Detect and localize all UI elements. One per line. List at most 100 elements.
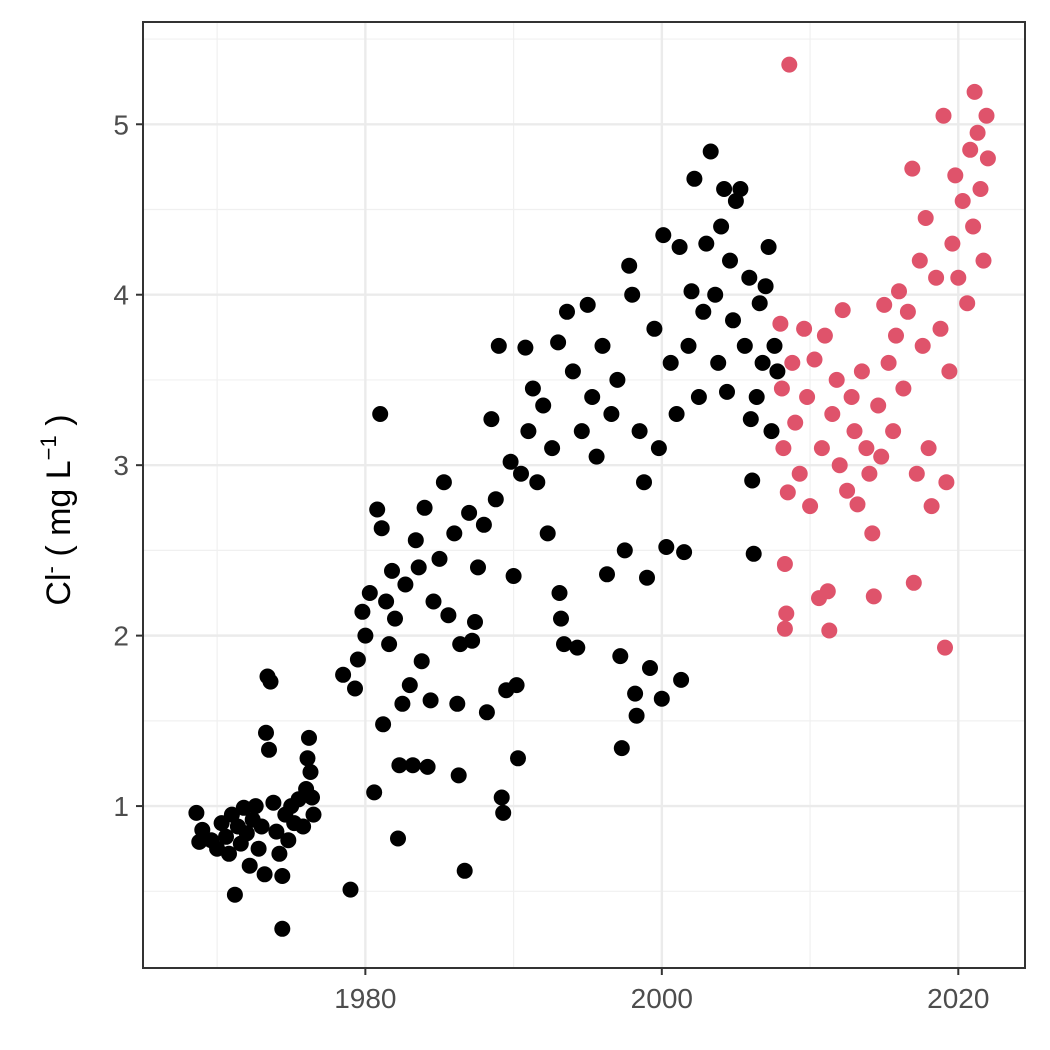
data-point-series-1 <box>588 448 605 465</box>
data-point-series-2 <box>858 440 875 457</box>
data-point-series-1 <box>221 845 237 862</box>
data-point-series-1 <box>573 423 590 440</box>
data-point-series-2 <box>846 423 863 440</box>
data-point-series-1 <box>450 767 467 784</box>
data-point-series-1 <box>416 499 433 516</box>
data-point-series-2 <box>899 303 916 320</box>
data-point-series-1 <box>490 337 507 354</box>
data-point-series-1 <box>621 257 638 274</box>
data-point-series-2 <box>773 380 790 397</box>
data-point-series-2 <box>796 320 813 337</box>
data-point-series-2 <box>965 218 982 235</box>
data-point-series-1 <box>520 423 537 440</box>
data-point-series-1 <box>256 866 273 883</box>
data-point-series-1 <box>722 252 738 269</box>
data-point-series-2 <box>839 482 856 499</box>
data-point-series-2 <box>975 252 992 269</box>
data-point-series-1 <box>464 632 481 649</box>
data-point-series-1 <box>390 830 406 847</box>
data-point-series-2 <box>954 193 971 209</box>
data-point-series-1 <box>612 648 629 665</box>
data-point-series-1 <box>487 491 504 508</box>
data-point-series-2 <box>888 327 904 344</box>
data-point-series-1 <box>407 532 424 549</box>
data-point-series-2 <box>904 160 921 177</box>
data-point-series-1 <box>716 181 733 197</box>
data-point-series-2 <box>950 269 967 286</box>
data-point-series-1 <box>564 363 581 380</box>
data-point-series-1 <box>690 389 707 405</box>
data-point-series-1 <box>653 690 670 707</box>
data-point-series-1 <box>335 666 352 683</box>
data-point-series-1 <box>559 303 575 320</box>
data-point-series-1 <box>391 757 408 774</box>
data-point-series-1 <box>446 525 463 542</box>
data-point-series-1 <box>505 568 522 584</box>
data-point-series-1 <box>754 354 771 371</box>
data-point-series-2 <box>969 124 986 141</box>
data-point-series-1 <box>461 504 478 521</box>
data-point-series-1 <box>238 825 255 842</box>
data-point-series-1 <box>510 750 526 767</box>
data-point-series-2 <box>802 498 819 515</box>
data-point-series-1 <box>698 235 715 252</box>
data-point-series-2 <box>864 525 881 542</box>
data-point-series-2 <box>787 414 804 431</box>
data-point-series-1 <box>435 474 452 491</box>
data-point-series-1 <box>616 542 633 559</box>
data-point-series-1 <box>373 520 390 537</box>
data-point-series-2 <box>824 406 841 422</box>
data-point-series-2 <box>861 465 878 482</box>
data-point-series-1 <box>736 337 753 354</box>
data-point-series-2 <box>979 150 996 167</box>
data-point-series-1 <box>766 337 783 354</box>
y-axis-title-exponent: −1 <box>36 435 61 460</box>
data-point-series-1 <box>613 740 630 757</box>
data-point-series-2 <box>962 141 979 158</box>
data-point-series-1 <box>301 729 317 746</box>
data-point-series-2 <box>843 389 860 405</box>
data-point-series-1 <box>594 337 611 354</box>
data-point-series-1 <box>258 724 274 741</box>
y-axis-title-superscript: - <box>38 566 63 573</box>
data-point-series-1 <box>646 320 663 337</box>
y-tick-label: 3 <box>113 450 129 481</box>
y-tick-label: 5 <box>113 109 129 140</box>
data-point-series-2 <box>895 380 912 397</box>
data-point-series-1 <box>467 614 483 630</box>
data-point-series-1 <box>304 789 320 806</box>
data-point-series-1 <box>401 677 418 694</box>
data-point-series-1 <box>247 798 264 815</box>
data-point-series-1 <box>544 440 561 457</box>
y-axis-title-main: Cl <box>40 573 78 605</box>
data-point-series-1 <box>513 465 529 482</box>
data-point-series-1 <box>763 423 780 440</box>
data-point-series-1 <box>727 193 744 209</box>
x-tick-label: 2000 <box>631 983 693 1014</box>
data-point-series-1 <box>347 680 363 697</box>
data-point-series-1 <box>642 660 658 676</box>
data-point-series-1 <box>707 286 724 303</box>
data-point-series-1 <box>253 818 270 835</box>
y-axis-title-units: ( mg L <box>40 460 78 566</box>
axes: 1980 2000 2020 1 2 3 4 5 <box>113 109 989 1014</box>
data-point-series-1 <box>502 453 519 470</box>
data-point-series-1 <box>650 440 667 457</box>
data-point-series-2 <box>772 315 789 332</box>
data-point-series-1 <box>695 303 712 320</box>
data-point-series-2 <box>905 574 922 591</box>
data-point-series-1 <box>357 627 374 644</box>
data-point-series-2 <box>819 583 836 600</box>
data-point-series-2 <box>917 210 934 226</box>
data-point-series-2 <box>911 252 928 269</box>
data-point-series-2 <box>935 107 952 124</box>
data-point-series-2 <box>932 320 949 337</box>
data-point-series-2 <box>873 448 890 465</box>
data-point-series-1 <box>387 610 403 627</box>
data-point-series-2 <box>831 457 848 474</box>
data-point-series-1 <box>456 862 473 879</box>
data-point-series-2 <box>778 605 795 622</box>
data-point-series-1 <box>668 406 685 422</box>
data-point-series-1 <box>241 857 258 874</box>
